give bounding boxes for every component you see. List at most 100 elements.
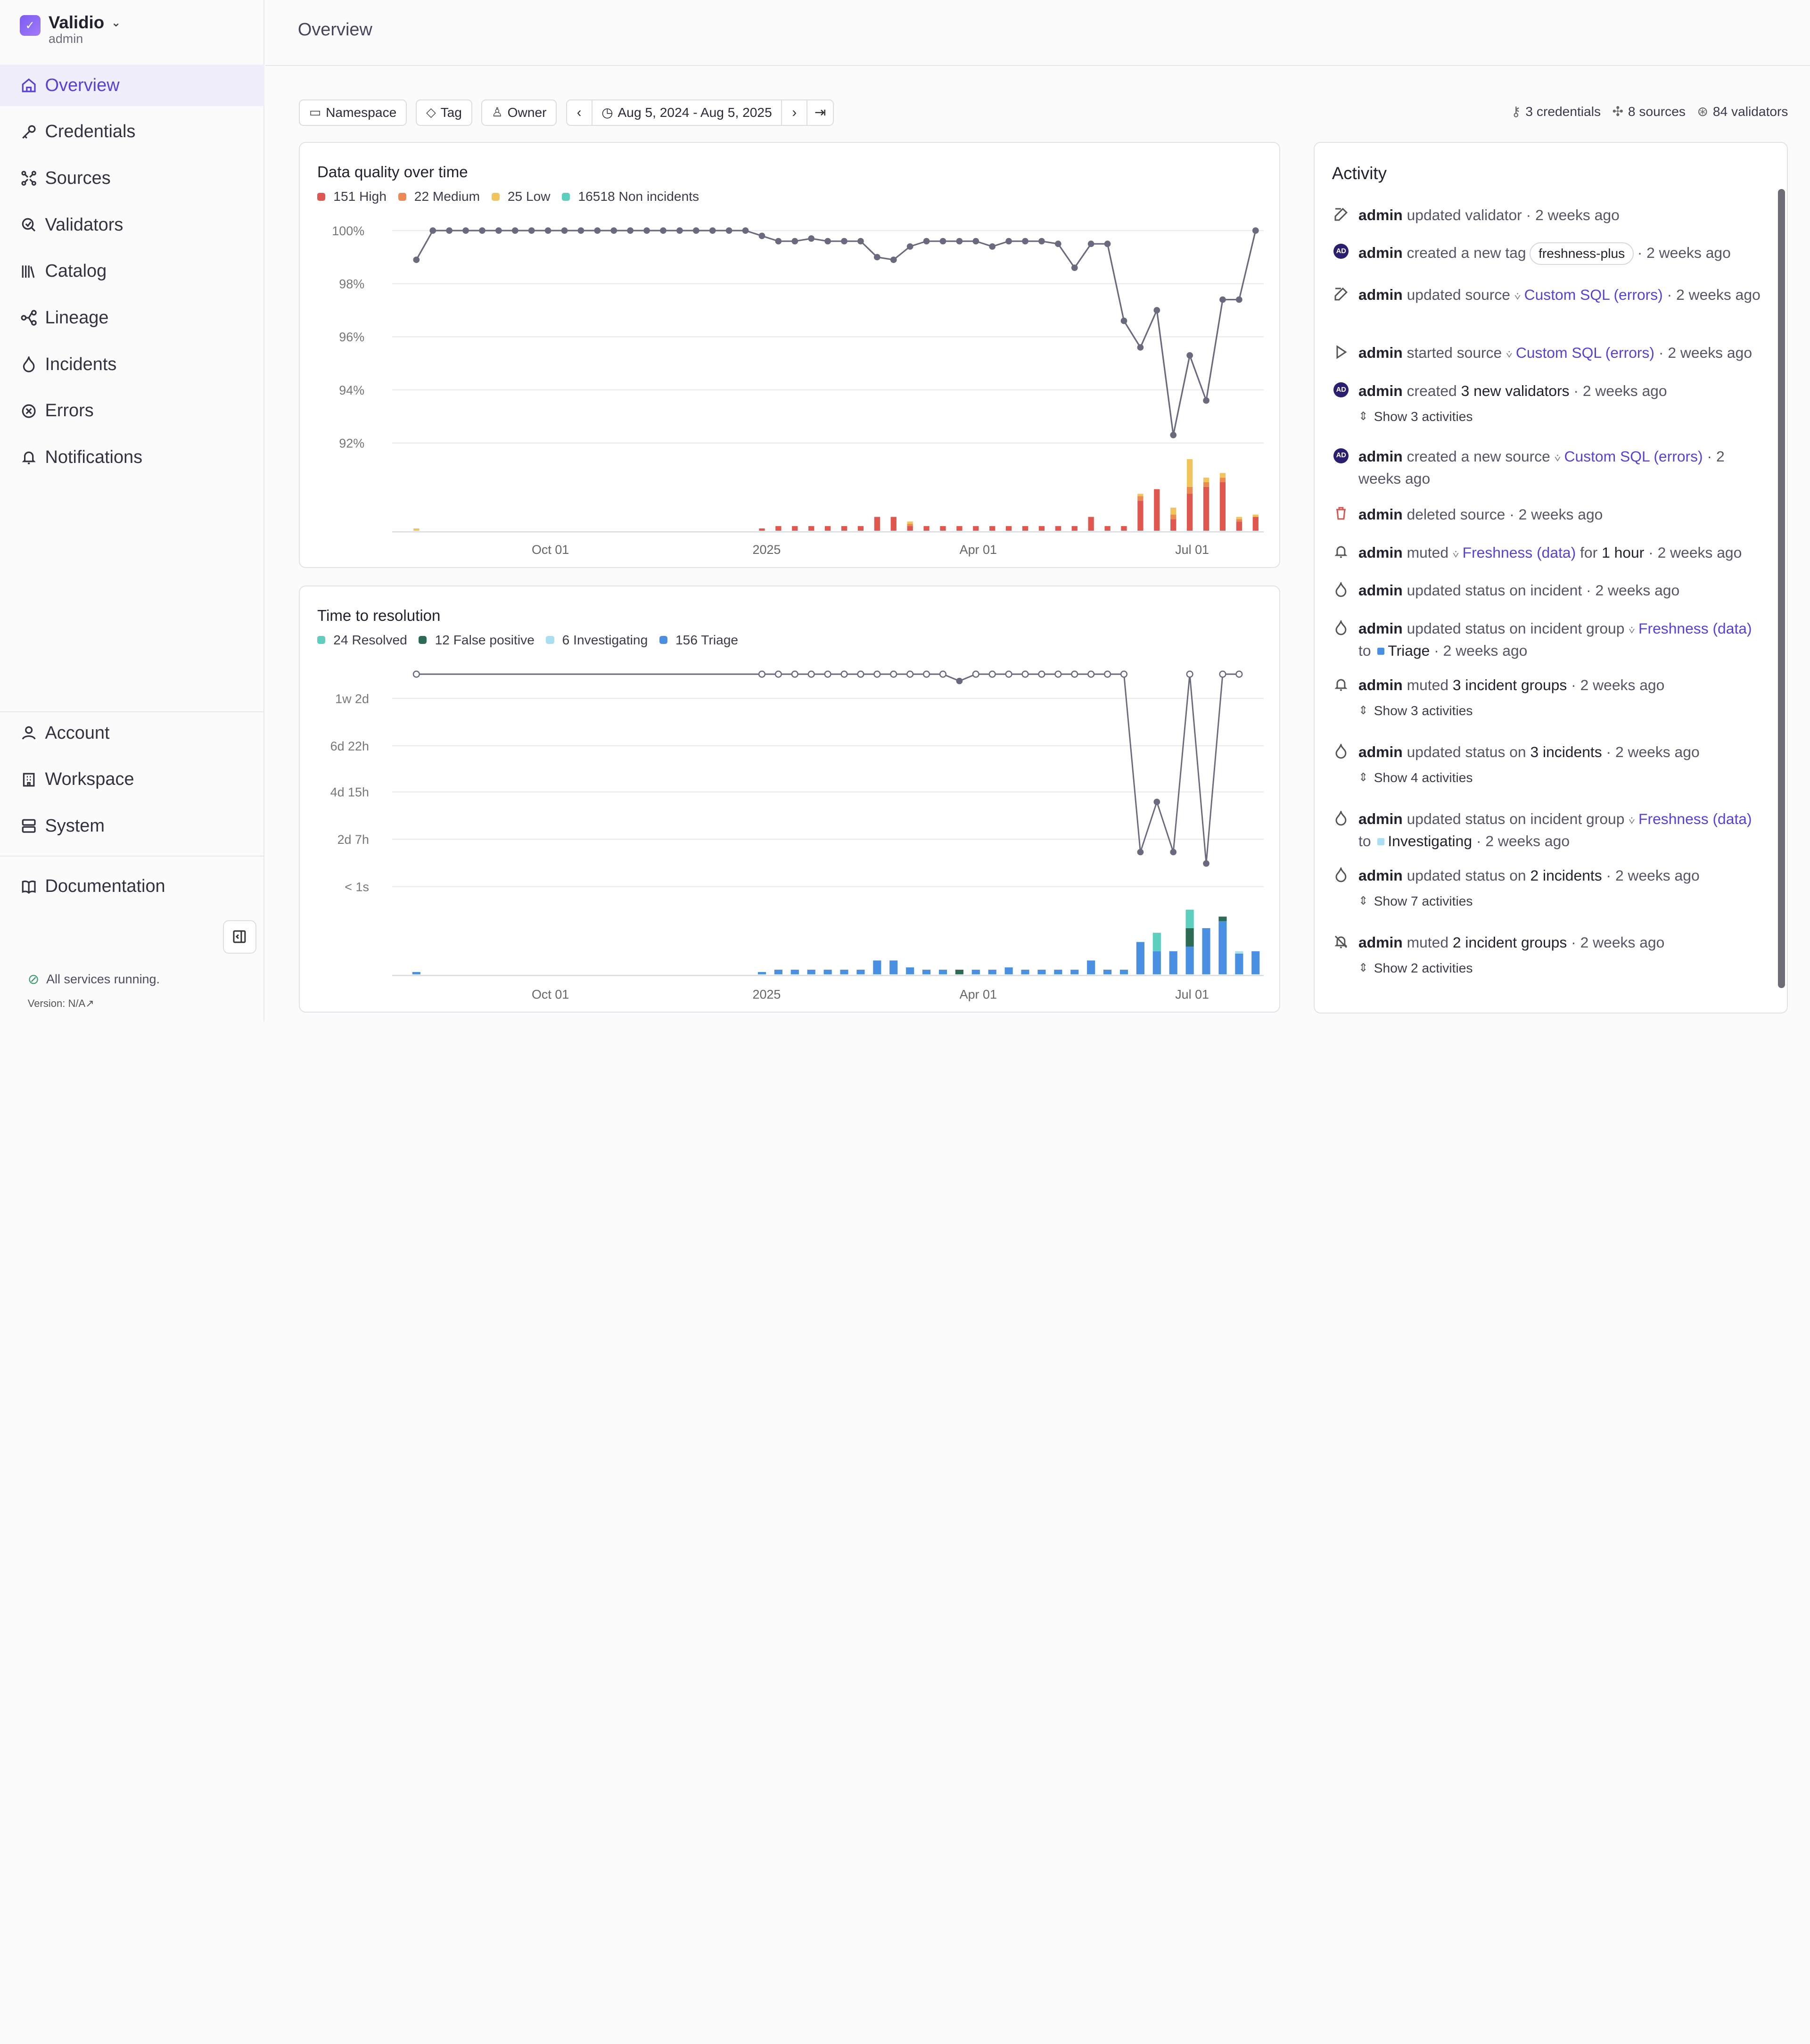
data-point [479, 227, 486, 234]
bar-segment [1251, 951, 1260, 974]
status-swatch [1377, 648, 1384, 655]
show-activities-button[interactable]: ⇕ Show 7 activities [1358, 891, 1766, 912]
time-to-resolution-card: Time to resolution 24 Resolved 12 False … [299, 585, 1280, 1013]
namespace-filter-button[interactable]: ▭ Namespace [299, 99, 407, 126]
activity-user[interactable]: admin [1358, 867, 1407, 884]
activity-user[interactable]: admin [1358, 743, 1407, 761]
bell-icon [20, 448, 38, 467]
data-point [561, 227, 568, 234]
show-activities-button[interactable]: ⇕ Show 2 activities [1358, 958, 1766, 979]
activity-user[interactable]: admin [1358, 382, 1407, 399]
bar-segment [1236, 517, 1242, 519]
activity-link[interactable]: ⩒ Freshness (data) [1629, 620, 1752, 637]
activity-user[interactable]: admin [1358, 344, 1407, 361]
error-circle-icon [20, 402, 38, 420]
activity-scrollbar[interactable] [1777, 189, 1785, 988]
sidebar-item-incidents[interactable]: Incidents [0, 344, 264, 385]
sources-count[interactable]: ✣ 8 sources [1613, 104, 1686, 119]
activity-user[interactable]: admin [1358, 620, 1407, 637]
sidebar-item-documentation[interactable]: Documentation [0, 866, 264, 907]
collapse-sidebar-button[interactable] [222, 920, 256, 954]
sidebar-item-errors[interactable]: Errors [0, 390, 264, 432]
activity-link[interactable]: ⩒ Freshness (data) [1452, 544, 1576, 561]
book-icon [20, 877, 38, 896]
y-tick-label: 100% [332, 224, 365, 238]
tag-badge[interactable]: freshness-plus [1529, 242, 1634, 265]
sidebar-item-notifications[interactable]: Notifications [0, 437, 264, 478]
activity-fragment: muted [1407, 676, 1453, 694]
data-quality-chart: 100% 98% 96% 94% 92% Oct 01 2025 Apr 01 Jul 01 [332, 224, 1264, 557]
server-icon [20, 817, 38, 835]
y-tick-label: 6d 22h [330, 739, 369, 753]
activity-user[interactable]: admin [1358, 206, 1407, 224]
activity-link[interactable]: ⩒ Custom SQL (errors) [1506, 344, 1655, 361]
activity-user[interactable]: admin [1358, 582, 1407, 599]
legend-item-false-positive[interactable]: 12 False positive [419, 633, 535, 648]
sidebar-item-credentials[interactable]: Credentials [0, 111, 264, 153]
activity-fragment: · 2 weeks ago [1637, 244, 1731, 261]
sidebar-item-catalog[interactable]: Catalog [0, 251, 264, 292]
tag-filter-button[interactable]: ◇ Tag [416, 99, 472, 126]
app-root: ✓ Validio ⌄ admin Overview Credentials So… [0, 0, 1810, 1022]
data-point [1153, 307, 1160, 314]
previous-range-button[interactable]: ‹ [567, 100, 592, 125]
show-activities-button[interactable]: ⇕ Show 3 activities [1358, 701, 1766, 721]
legend-item-resolved[interactable]: 24 Resolved [317, 633, 407, 648]
version-link[interactable]: Version: N/A↗ [28, 997, 94, 1010]
sidebar-item-overview[interactable]: Overview [0, 65, 264, 107]
owner-filter-button[interactable]: ♙ Owner [481, 99, 557, 126]
data-point-hollow [791, 670, 799, 678]
activity-link[interactable]: ⩒ Custom SQL (errors) [1554, 448, 1703, 465]
sidebar-item-label: Validators [45, 214, 123, 235]
sidebar-item-label: Incidents [45, 354, 117, 374]
workspace-switcher[interactable]: ✓ Validio ⌄ admin [19, 13, 121, 46]
sidebar-item-system[interactable]: System [0, 805, 264, 847]
bar-segment [989, 526, 996, 531]
bar-segment [858, 526, 864, 531]
legend-swatch [546, 636, 554, 644]
sidebar-item-sources[interactable]: Sources [0, 157, 264, 199]
activity-user[interactable]: admin [1358, 505, 1407, 523]
bar-segment [807, 969, 816, 974]
activity-user[interactable]: admin [1358, 676, 1407, 694]
activity-link[interactable]: ⩒ Custom SQL (errors) [1514, 286, 1663, 304]
latest-range-button[interactable]: ⇥ [807, 100, 833, 125]
sidebar-item-lineage[interactable]: Lineage [0, 297, 264, 339]
legend-item-investigating[interactable]: 6 Investigating [546, 633, 648, 648]
legend-item-triage[interactable]: 156 Triage [659, 633, 738, 648]
activity-user[interactable]: admin [1358, 810, 1407, 828]
legend-item-medium[interactable]: 22 Medium [398, 189, 480, 204]
activity-user[interactable]: admin [1358, 286, 1407, 304]
sidebar-divider [0, 711, 264, 713]
date-range-button[interactable]: ◷ Aug 5, 2024 - Aug 5, 2025 [592, 100, 782, 125]
show-activities-button[interactable]: ⇕ Show 4 activities [1358, 768, 1766, 788]
activity-text: admin created a new tag freshness-plus · 2… [1358, 242, 1766, 265]
legend-item-high[interactable]: 151 High [317, 189, 387, 204]
credentials-count[interactable]: ⚷ 3 credentials [1511, 104, 1601, 119]
sidebar-item-label: Credentials [45, 122, 136, 142]
sidebar-item-validators[interactable]: Validators [0, 204, 264, 246]
bar-segment [413, 528, 420, 531]
activity-link[interactable]: ⩒ Freshness (data) [1629, 810, 1752, 828]
activity-fragment: · 2 weeks ago [1654, 344, 1752, 361]
activity-user[interactable]: admin [1358, 244, 1407, 261]
legend-item-non-incidents[interactable]: 16518 Non incidents [562, 189, 699, 204]
activity-text: admin updated status on incident group ⩒… [1358, 809, 1766, 851]
sidebar-item-workspace[interactable]: Workspace [0, 759, 264, 800]
activity-fragment: · 2 weeks ago [1602, 867, 1700, 884]
expand-icon: ⇕ [1358, 962, 1368, 975]
validators-count[interactable]: ⊛ 84 validators [1697, 104, 1788, 119]
next-range-button[interactable]: › [782, 100, 808, 125]
activity-fragment: updated source [1407, 286, 1514, 304]
activity-user[interactable]: admin [1358, 544, 1407, 561]
legend-item-low[interactable]: 25 Low [491, 189, 551, 204]
validators-icon: ⊛ [1697, 104, 1709, 119]
activity-user[interactable]: admin [1358, 448, 1407, 465]
activity-text: admin updated status on incident group ⩒… [1358, 618, 1766, 661]
show-activities-button[interactable]: ⇕ Show 3 activities [1358, 407, 1766, 427]
activity-user[interactable]: admin [1358, 934, 1407, 951]
bar-segment [841, 526, 847, 531]
sidebar-item-account[interactable]: Account [0, 712, 264, 754]
expand-icon: ⇕ [1358, 704, 1368, 717]
data-point-hollow [840, 670, 848, 678]
